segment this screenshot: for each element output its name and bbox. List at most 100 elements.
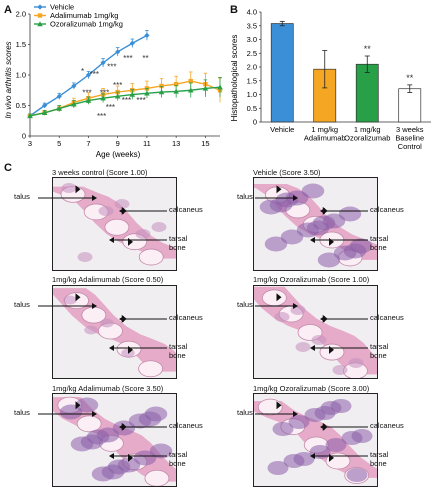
data-point [85,72,92,78]
y-tick-label: 1.0 [16,71,26,80]
inflammation-region [128,413,152,429]
inflammation-region [100,318,114,328]
tissue-section [53,286,176,378]
category-label: 3 weeks [396,125,424,134]
inflammation-region [259,199,283,215]
label-tarsal-bone: tarsal bone [169,342,188,360]
bar [355,63,379,123]
inflammation-region [63,295,77,305]
y-tick-label: 4.0 [247,8,257,17]
inflammation-region [107,459,131,475]
arrowhead-icon [75,401,81,410]
histology-title: 3 weeks control (Score 1.00) [52,168,148,177]
label-tarsal-bone: tarsal bone [370,342,389,360]
y-tick-label: 1.5 [16,40,26,49]
label-tarsal-bone-line: tarsal [370,342,389,351]
inflammation-region [348,358,364,368]
significance-marker: *** [97,112,106,121]
legend-label: Vehicle [50,3,74,12]
inflammation-region [311,335,327,345]
label-calcaneus: calcaneus [169,421,203,430]
significance-marker: ** [142,54,148,63]
label-tarsal-bone: tarsal bone [370,450,389,468]
arrowhead-icon [75,185,81,194]
panel-label-a: A [4,4,12,16]
inflammation-region [135,229,151,239]
data-point [129,40,135,46]
y-tick-label: 2.0 [247,63,257,72]
data-point [56,105,63,111]
bone-structure [138,248,164,266]
arrowhead-icon [276,185,282,194]
inflammation-region [341,431,363,445]
label-talus: talus [237,300,253,309]
label-tarsal-bone-line: tarsal [370,234,389,243]
data-point [129,91,136,97]
label-tarsal-bone-line: tarsal [169,234,188,243]
data-point [85,97,92,103]
inflammation-region [84,325,98,335]
significance-marker: *** [82,89,91,98]
histology-image [253,393,378,487]
inflammation-region [151,222,167,232]
data-point [188,78,193,84]
label-calcaneus: calcaneus [169,313,203,322]
significance-marker: *** [106,103,115,112]
inflammation-region [317,252,341,268]
data-point [173,88,179,94]
inflammation-region [338,206,362,222]
inflammation-region [264,236,288,252]
inflammation-region [295,342,311,352]
data-point [217,84,223,90]
label-tarsal-bone-line: bone [169,242,186,252]
x-tick-label: 9 [116,139,120,148]
tissue-section [53,178,176,270]
tissue-section [254,394,377,486]
tissue-section [254,286,377,378]
inflammation-region [114,199,130,209]
data-point [144,32,150,38]
series-0 [27,30,150,119]
y-tick-label: 0.5 [247,104,257,113]
x-tick-label: 7 [86,139,90,148]
label-tarsal-bone-line: bone [370,242,387,252]
inflammation-region [333,245,357,261]
inflammation-region [133,450,157,466]
inflammation-region [149,443,173,459]
histology-title: Vehicle (Score 3.50) [253,168,321,177]
significance-marker: *** [122,96,131,105]
label-tarsal-bone-line: bone [169,350,186,360]
bone-structure [257,398,283,416]
inflammation-region [274,312,290,322]
label-tarsal-bone-line: tarsal [370,450,389,459]
panel-label-c: C [4,162,12,174]
category-label: Baseline [395,134,424,143]
label-tarsal-bone-line: bone [370,458,387,468]
inflammation-region [346,468,368,482]
bone-structure [144,469,170,486]
inflammation-region [288,415,310,429]
label-tarsal-bone: tarsal bone [169,234,188,252]
significance-marker: *** [113,81,122,90]
significance-marker: * [81,67,84,76]
label-calcaneus: calcaneus [370,421,404,430]
y-tick-label: 3.0 [247,35,257,44]
data-point [159,83,164,89]
inflammation-region [349,238,373,254]
legend-label: Ozoralizumab 1mg/kg [50,20,123,29]
bar [398,88,422,123]
arrowhead-icon [276,401,282,410]
data-point [100,60,106,66]
data-point [71,83,77,89]
data-point [41,110,48,116]
label-tarsal-bone-line: tarsal [169,342,188,351]
inflammation-region [320,401,342,415]
data-point [187,87,194,93]
inflammation-region [290,305,306,315]
inflammation-region [98,206,114,216]
panel-label-b: B [230,4,238,16]
data-point [37,21,43,27]
inflammation-region [312,215,336,231]
inflammation-region [77,252,93,262]
inflammation-region [144,406,168,422]
